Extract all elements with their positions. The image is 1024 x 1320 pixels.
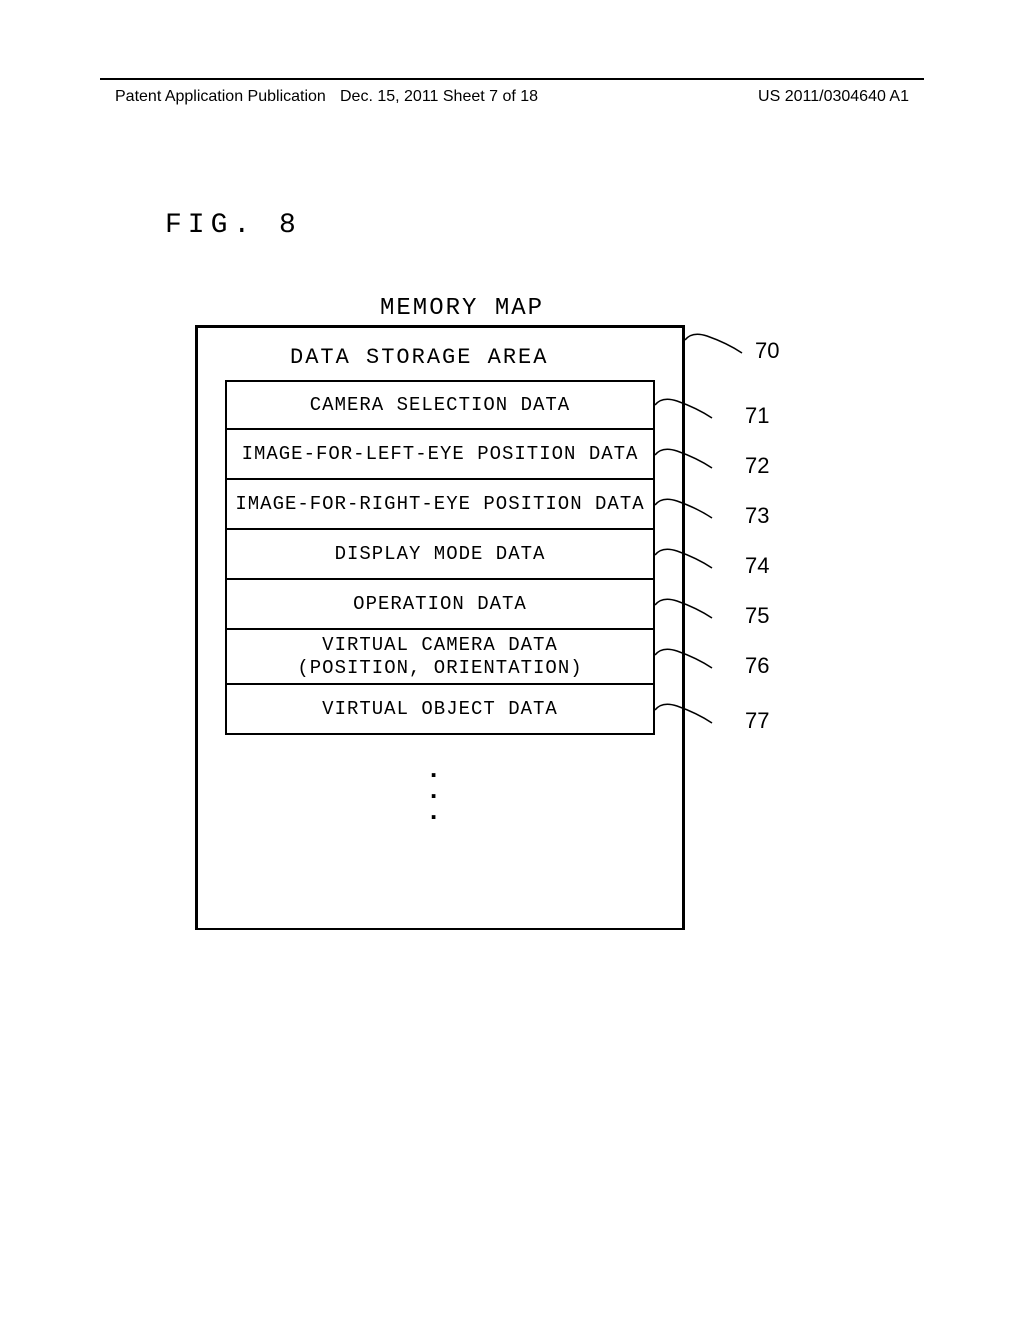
ellipsis-dots: ... (430, 758, 437, 820)
leader-line (682, 328, 762, 363)
ref-number: 75 (745, 603, 769, 629)
ref-number: 77 (745, 708, 769, 734)
memory-row-label: IMAGE-FOR-LEFT-EYE POSITION DATA (242, 443, 639, 465)
memory-row: OPERATION DATA (225, 580, 655, 630)
storage-area-title: DATA STORAGE AREA (290, 345, 548, 370)
memory-row-label: CAMERA SELECTION DATA (310, 394, 570, 416)
memory-row-label: VIRTUAL CAMERA DATA(POSITION, ORIENTATIO… (297, 634, 582, 680)
ref-number: 70 (755, 338, 779, 364)
ref-number: 74 (745, 553, 769, 579)
header-date-sheet: Dec. 15, 2011 Sheet 7 of 18 (340, 88, 538, 106)
leader-line (652, 593, 732, 628)
ref-number: 72 (745, 453, 769, 479)
memory-row: IMAGE-FOR-LEFT-EYE POSITION DATA (225, 430, 655, 480)
memory-row-label: VIRTUAL OBJECT DATA (322, 698, 558, 720)
header-publication: Patent Application Publication (115, 88, 326, 106)
ref-number: 76 (745, 653, 769, 679)
memory-row-label: IMAGE-FOR-RIGHT-EYE POSITION DATA (235, 493, 644, 515)
memory-row: DISPLAY MODE DATA (225, 530, 655, 580)
leader-line (652, 643, 732, 678)
leader-line (652, 393, 732, 428)
diagram-title: MEMORY MAP (380, 295, 544, 322)
memory-row: VIRTUAL CAMERA DATA(POSITION, ORIENTATIO… (225, 630, 655, 685)
leader-line (652, 493, 732, 528)
memory-row: IMAGE-FOR-RIGHT-EYE POSITION DATA (225, 480, 655, 530)
ref-number: 73 (745, 503, 769, 529)
memory-row-label: OPERATION DATA (353, 593, 527, 615)
memory-row: VIRTUAL OBJECT DATA (225, 685, 655, 735)
leader-line (652, 443, 732, 478)
ref-number: 71 (745, 403, 769, 429)
leader-line (652, 698, 732, 733)
memory-row: CAMERA SELECTION DATA (225, 380, 655, 430)
memory-row-label: DISPLAY MODE DATA (335, 543, 546, 565)
leader-line (652, 543, 732, 578)
figure-label: FIG. 8 (165, 210, 302, 241)
header-pub-number: US 2011/0304640 A1 (758, 88, 909, 106)
header-divider (100, 78, 924, 80)
